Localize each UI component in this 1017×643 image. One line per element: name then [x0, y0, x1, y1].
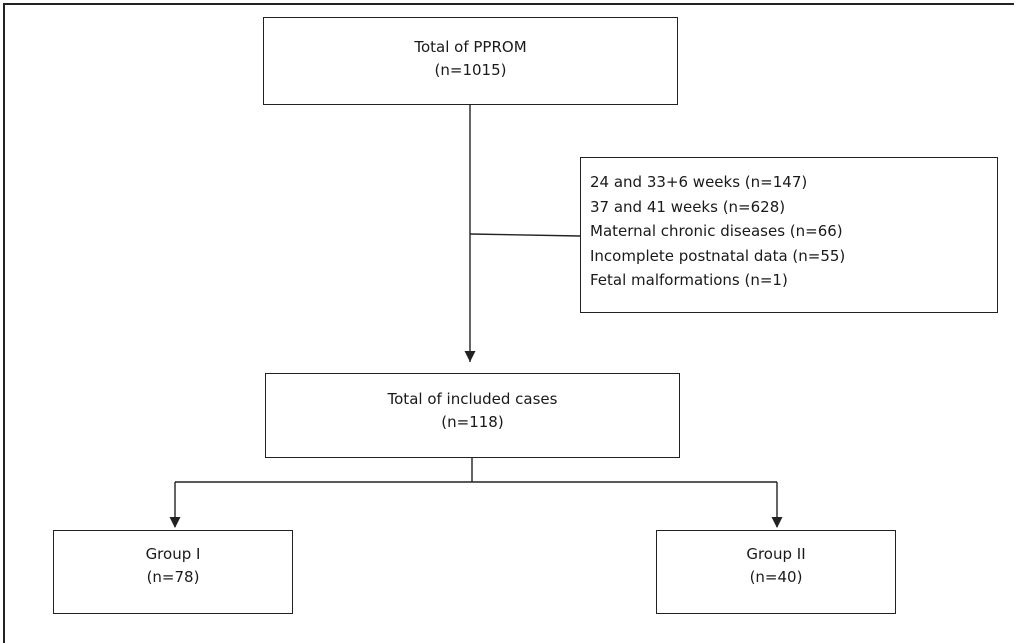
total-pprom-count: (n=1015) — [434, 61, 507, 79]
exclusion-item: Maternal chronic diseases (n=66) — [590, 222, 843, 240]
exclusion-item: 37 and 41 weeks (n=628) — [590, 197, 786, 216]
total-pprom-box: Total of PPROM (n=1015) — [263, 17, 678, 105]
group1-box: Group I (n=78) — [53, 530, 293, 614]
group2-count: (n=40) — [749, 568, 803, 586]
group2-box: Group II (n=40) — [656, 530, 896, 614]
group1-count: (n=78) — [146, 568, 200, 586]
included-cases-box: Total of included cases (n=118) — [265, 373, 680, 458]
exclusion-criteria-box: 24 and 33+6 weeks (n=147) 37 and 41 week… — [580, 157, 998, 313]
exclusion-item: 24 and 33+6 weeks (n=147) — [590, 173, 808, 191]
total-pprom-title: Total of PPROM — [414, 38, 527, 56]
exclusion-item: Incomplete postnatal data (n=55) — [590, 246, 846, 265]
group2-title: Group II — [746, 545, 806, 563]
included-cases-title: Total of included cases — [387, 390, 558, 408]
figure-frame — [3, 3, 1014, 643]
included-cases-count: (n=118) — [441, 413, 504, 431]
exclusion-item: Fetal malformations (n=1) — [590, 271, 788, 289]
group1-title: Group I — [145, 545, 201, 563]
